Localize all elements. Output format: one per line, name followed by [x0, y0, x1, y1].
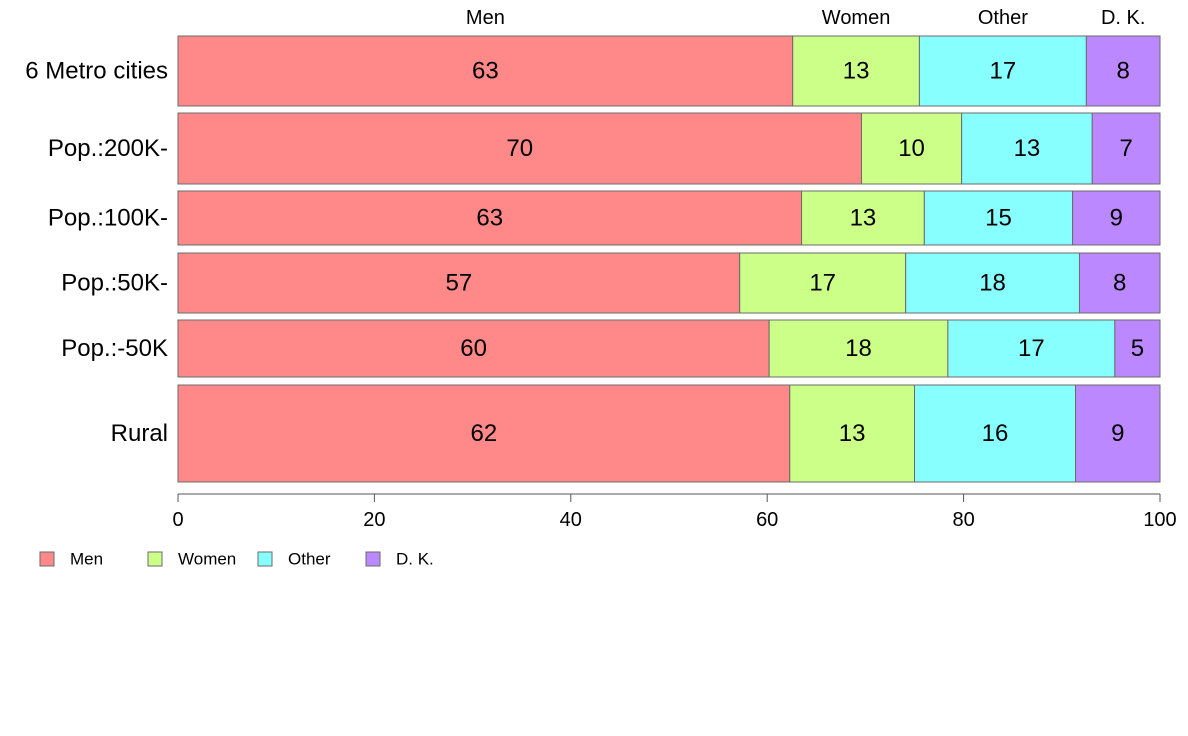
bar-women-rural	[789, 384, 916, 483]
category-label-pop-100k: Pop.:100K-	[48, 205, 168, 232]
column-header-women: Women	[822, 7, 891, 29]
bar-other-pop-50k	[905, 252, 1080, 314]
bar-women-pop-50k	[739, 252, 907, 314]
category-label-pop-200k: Pop.:200K-	[48, 135, 168, 162]
column-header-d-k: D. K.	[1101, 7, 1145, 29]
value-label-women-6-metro-cities: 13	[843, 58, 870, 85]
x-tick-label-0: 0	[172, 509, 183, 531]
value-label-women-pop-200k: 10	[898, 135, 925, 162]
value-label-men-pop-200k: 70	[506, 135, 533, 162]
value-label-men-rural: 62	[471, 420, 498, 447]
bar-d-k-pop-200k	[1091, 112, 1161, 185]
value-label-d-k-pop-50k: 5	[1131, 335, 1144, 362]
value-label-d-k-rural: 9	[1111, 420, 1124, 447]
value-label-other-pop-50k: 17	[1018, 335, 1045, 362]
legend: Men Women Other D. K.	[39, 550, 434, 569]
category-label-pop-50k: Pop.:50K-	[61, 270, 168, 297]
bar-other-6-metro-cities	[918, 35, 1087, 107]
x-tick-label-80: 80	[952, 509, 974, 531]
x-tick-label-40: 40	[560, 509, 582, 531]
value-label-women-pop-100k: 13	[850, 205, 877, 232]
legend-label-other: Other	[288, 550, 331, 569]
bar-women-pop-200k	[860, 112, 963, 185]
value-label-d-k-6-metro-cities: 8	[1116, 58, 1129, 85]
value-label-men-pop-50k: 60	[460, 335, 487, 362]
legend-label-d-k: D. K.	[396, 550, 434, 569]
value-label-d-k-pop-100k: 9	[1110, 205, 1123, 232]
legend-label-men: Men	[70, 550, 103, 569]
bar-women-6-metro-cities	[792, 35, 920, 107]
value-label-d-k-pop-50k: 8	[1113, 270, 1126, 297]
x-tick-label-60: 60	[756, 509, 778, 531]
value-label-other-pop-100k: 15	[985, 205, 1012, 232]
x-tick-label-20: 20	[363, 509, 385, 531]
bar-d-k-pop-50k	[1114, 319, 1161, 378]
legend-swatch-other	[257, 551, 273, 567]
legend-label-women: Women	[178, 550, 236, 569]
bar-men-rural	[177, 384, 791, 483]
value-label-women-pop-50k: 17	[809, 270, 836, 297]
x-tick-label-100: 100	[1143, 509, 1176, 531]
bars-layer: 63 13 17 8 70 10 13 7 63 13 15 9 57 17 18 8 60 18 17 5 62 13 1…	[177, 35, 1161, 483]
value-label-men-pop-50k: 57	[446, 270, 473, 297]
bar-other-pop-50k	[947, 319, 1116, 378]
bar-d-k-rural	[1075, 384, 1161, 483]
legend-swatch-men	[39, 551, 55, 567]
category-label-pop-50k: Pop.:-50K	[61, 335, 168, 362]
bar-d-k-6-metro-cities	[1085, 35, 1161, 107]
value-label-other-rural: 16	[982, 420, 1009, 447]
value-label-women-pop-50k: 18	[845, 335, 872, 362]
bar-women-pop-100k	[801, 190, 925, 246]
value-label-men-6-metro-cities: 63	[472, 58, 499, 85]
bar-d-k-pop-100k	[1072, 190, 1161, 246]
column-header-men: Men	[466, 7, 505, 29]
legend-swatch-d-k	[365, 551, 381, 567]
column-headers: Men Women Other D. K.	[466, 7, 1145, 29]
value-label-men-pop-100k: 63	[476, 205, 503, 232]
category-label-rural: Rural	[111, 420, 168, 447]
bar-men-6-metro-cities	[177, 35, 794, 107]
bar-men-pop-50k	[177, 319, 770, 378]
value-label-other-pop-200k: 13	[1014, 135, 1041, 162]
bar-d-k-pop-50k	[1078, 252, 1161, 314]
column-header-other: Other	[978, 7, 1028, 29]
bar-other-pop-200k	[961, 112, 1093, 185]
category-label-6-metro-cities: 6 Metro cities	[25, 58, 168, 85]
value-label-d-k-pop-200k: 7	[1119, 135, 1132, 162]
bar-men-pop-50k	[177, 252, 741, 314]
value-label-other-pop-50k: 18	[979, 270, 1006, 297]
value-label-women-rural: 13	[839, 420, 866, 447]
x-axis: 0 20 40 60 80 100	[172, 493, 1177, 531]
bar-other-rural	[914, 384, 1077, 483]
bar-women-pop-50k	[768, 319, 949, 378]
category-labels: 6 Metro cities Pop.:200K- Pop.:100K- Pop.:5…	[25, 58, 168, 448]
legend-swatch-women	[147, 551, 163, 567]
bar-men-pop-200k	[177, 112, 862, 185]
value-label-other-6-metro-cities: 17	[990, 58, 1017, 85]
bar-men-pop-100k	[177, 190, 803, 246]
